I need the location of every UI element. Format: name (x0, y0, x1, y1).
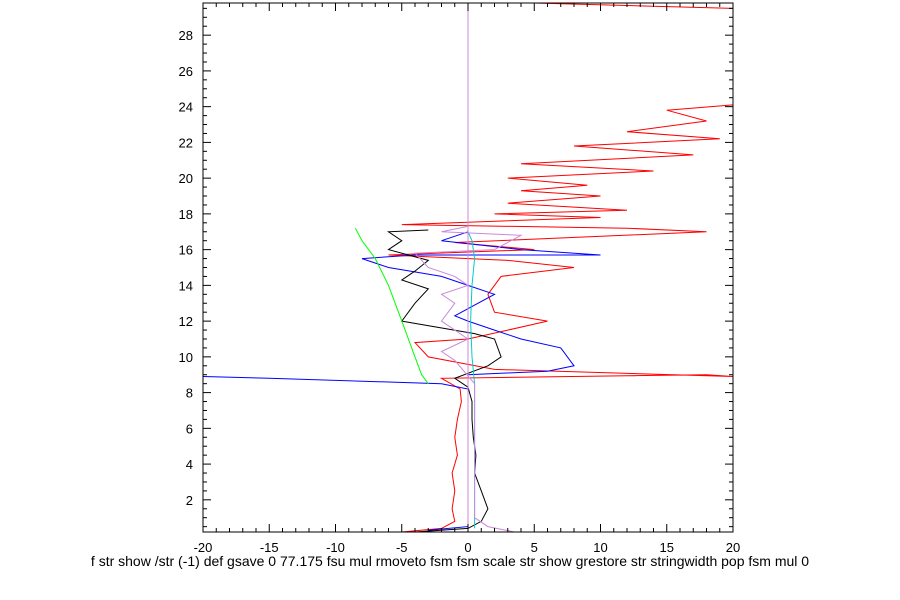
y-tick-label: 16 (179, 243, 193, 258)
x-tick-label: -20 (194, 540, 213, 555)
y-tick-label: 28 (179, 28, 193, 43)
stray-postscript-text: f str show /str (-1) def gsave 0 77.175 … (91, 553, 809, 569)
x-tick-label: 5 (531, 540, 538, 555)
y-tick-label: 22 (179, 135, 193, 150)
x-tick-label: 10 (593, 540, 607, 555)
plot-lines (203, 3, 733, 532)
x-tick-label: -5 (396, 540, 408, 555)
y-tick-label: 14 (179, 278, 193, 293)
x-tick-label: -10 (326, 540, 345, 555)
x-tick-label: 0 (464, 540, 471, 555)
series-line (388, 104, 733, 532)
y-tick-label: 10 (179, 350, 193, 365)
y-tick-label: 20 (179, 171, 193, 186)
y-tick-label: 12 (179, 314, 193, 329)
series-line (534, 3, 733, 9)
y-tick-label: 24 (179, 100, 193, 115)
y-tick-label: 4 (186, 457, 193, 472)
series-line (413, 225, 523, 532)
y-tick-label: 2 (186, 493, 193, 508)
x-tick-label: 20 (726, 540, 740, 555)
x-tick-label: -15 (260, 540, 279, 555)
x-tick-label: 15 (660, 540, 674, 555)
y-tick-label: 6 (186, 421, 193, 436)
axis-ticks (202, 3, 734, 532)
y-tick-label: 8 (186, 386, 193, 401)
y-tick-label: 18 (179, 207, 193, 222)
series-line (354, 227, 429, 384)
y-tick-label: 26 (179, 64, 193, 79)
axis-tick-labels: -20 -15 -10 -5 0 5 10 15 20246810121416182022242… (179, 28, 741, 555)
series-line (386, 229, 502, 532)
